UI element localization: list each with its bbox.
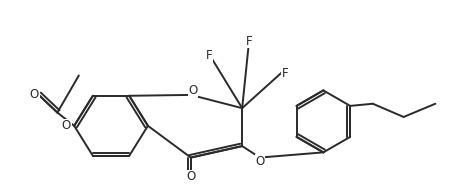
Text: O: O [255,154,265,168]
Text: O: O [62,119,71,132]
Text: O: O [186,170,195,183]
Text: O: O [30,88,39,101]
Text: F: F [246,35,253,48]
Text: O: O [189,84,198,97]
Text: F: F [282,67,288,80]
Text: F: F [206,49,213,62]
